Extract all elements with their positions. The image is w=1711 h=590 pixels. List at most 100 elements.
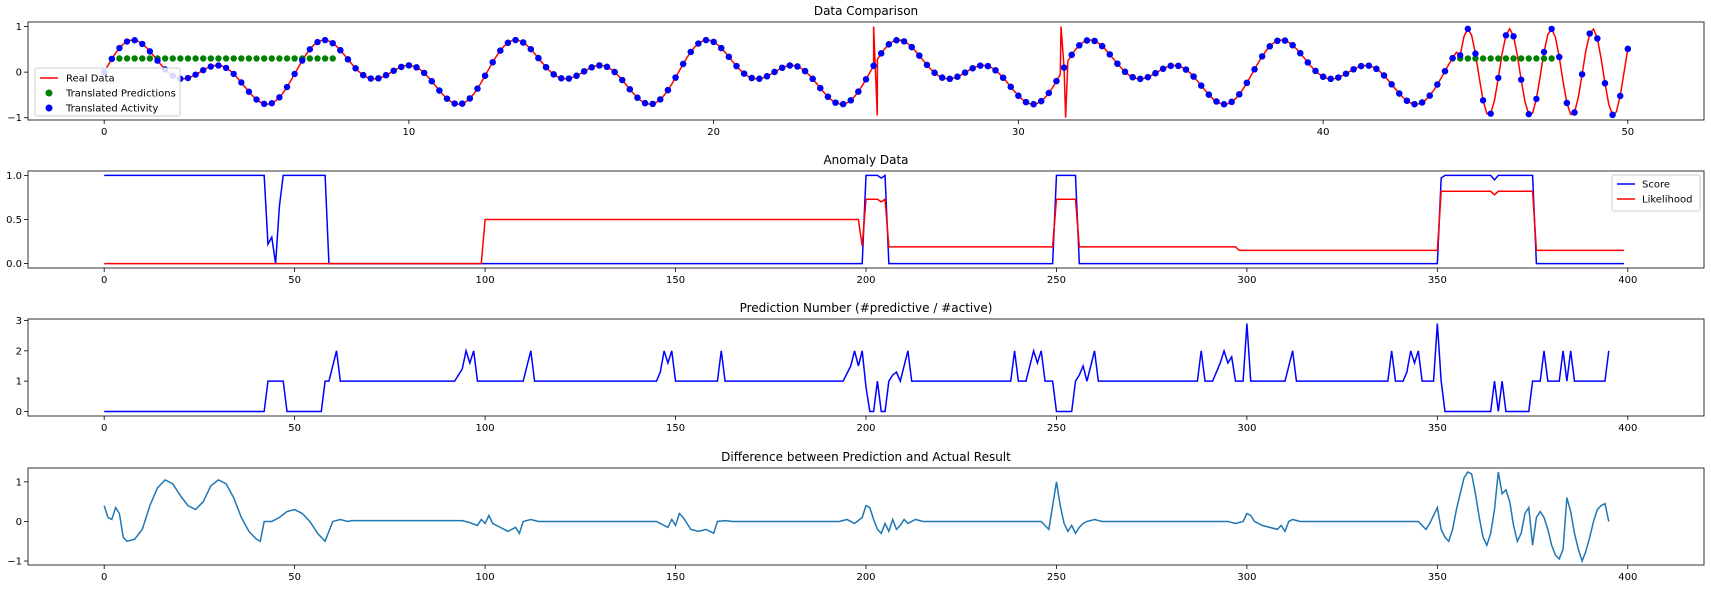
activity-point bbox=[1304, 59, 1312, 66]
activity-point bbox=[733, 62, 740, 70]
activity-point bbox=[1517, 76, 1525, 83]
activity-point bbox=[1335, 74, 1342, 81]
prediction-point bbox=[245, 55, 253, 62]
activity-point bbox=[1594, 35, 1601, 42]
activity-point bbox=[527, 45, 534, 53]
x-tick-label: 30 bbox=[1012, 127, 1025, 138]
activity-point bbox=[1060, 64, 1068, 71]
activity-point bbox=[337, 47, 344, 54]
activity-point bbox=[321, 36, 329, 44]
x-tick-label: 100 bbox=[476, 275, 495, 286]
legend-label: Likelihood bbox=[1642, 195, 1692, 206]
activity-point bbox=[923, 61, 931, 69]
activity-point bbox=[1038, 97, 1045, 105]
series-line-1 bbox=[104, 323, 1610, 413]
activity-point bbox=[1441, 67, 1449, 75]
activity-point bbox=[116, 44, 123, 52]
activity-point bbox=[1312, 67, 1319, 75]
activity-point bbox=[870, 62, 877, 69]
activity-point bbox=[977, 62, 984, 69]
activity-point bbox=[192, 71, 199, 78]
x-tick-label: 0 bbox=[101, 275, 107, 286]
activity-point bbox=[154, 57, 161, 64]
activity-point bbox=[245, 88, 253, 95]
activity-point bbox=[1228, 98, 1235, 106]
activity-point bbox=[558, 75, 565, 82]
activity-point bbox=[710, 38, 717, 46]
activity-point bbox=[1411, 100, 1418, 108]
activity-point bbox=[1510, 33, 1517, 40]
activity-point bbox=[268, 100, 275, 107]
x-tick-label: 300 bbox=[1237, 275, 1256, 286]
activity-point bbox=[443, 95, 451, 102]
x-tick-label: 100 bbox=[476, 423, 495, 434]
prediction-point bbox=[276, 55, 283, 62]
activity-point bbox=[893, 37, 900, 44]
activity-point bbox=[466, 95, 474, 102]
activity-point bbox=[1198, 82, 1205, 89]
activity-point bbox=[908, 43, 915, 51]
activity-point bbox=[1106, 51, 1113, 58]
prediction-point bbox=[306, 55, 314, 62]
activity-point bbox=[900, 38, 908, 45]
activity-point bbox=[969, 65, 976, 72]
prediction-point bbox=[1510, 55, 1517, 62]
x-tick-label: 0 bbox=[101, 127, 107, 138]
prediction-point bbox=[139, 55, 146, 62]
activity-point bbox=[626, 86, 634, 93]
activity-point bbox=[1449, 54, 1456, 62]
activity-point bbox=[512, 36, 519, 44]
activity-point bbox=[1396, 90, 1403, 97]
prediction-point bbox=[207, 55, 215, 62]
activity-point bbox=[1152, 69, 1159, 77]
y-tick-label: 3 bbox=[16, 316, 22, 327]
activity-point bbox=[565, 75, 573, 82]
x-tick-label: 350 bbox=[1428, 572, 1447, 583]
x-tick-label: 250 bbox=[1047, 572, 1066, 583]
activity-point bbox=[1220, 101, 1228, 108]
x-tick-label: 50 bbox=[1621, 127, 1634, 138]
activity-point bbox=[664, 86, 672, 94]
activity-point bbox=[954, 73, 961, 80]
activity-point bbox=[1129, 73, 1136, 81]
activity-point bbox=[1533, 95, 1540, 103]
x-tick-label: 200 bbox=[856, 275, 875, 286]
activity-point bbox=[1624, 45, 1632, 53]
activity-point bbox=[748, 74, 755, 82]
activity-point bbox=[832, 99, 839, 106]
activity-point bbox=[1167, 62, 1174, 70]
activity-point bbox=[580, 68, 588, 75]
activity-point bbox=[1487, 110, 1494, 117]
activity-point bbox=[139, 40, 146, 48]
axes-frame bbox=[27, 170, 1705, 269]
x-tick-label: 150 bbox=[666, 423, 685, 434]
x-tick-label: 0 bbox=[101, 572, 107, 583]
legend: Score Likelihood bbox=[1611, 174, 1701, 212]
prediction-point bbox=[1487, 55, 1494, 62]
x-tick-label: 200 bbox=[856, 572, 875, 583]
activity-point bbox=[375, 75, 382, 82]
activity-point bbox=[1281, 37, 1289, 44]
activity-point bbox=[344, 56, 352, 63]
x-tick-label: 150 bbox=[666, 275, 685, 286]
legend-label: Translated Predictions bbox=[65, 89, 176, 100]
y-tick-label: 0.5 bbox=[6, 215, 22, 226]
activity-point bbox=[1540, 48, 1548, 56]
activity-point bbox=[1030, 101, 1037, 108]
activity-point bbox=[360, 71, 367, 79]
activity-point bbox=[200, 66, 207, 74]
activity-point bbox=[725, 53, 733, 61]
activity-point bbox=[1502, 32, 1510, 39]
x-tick-label: 50 bbox=[288, 275, 301, 286]
activity-point bbox=[649, 100, 656, 108]
subplot-3: Prediction Number (#predictive / #active… bbox=[16, 301, 1705, 434]
activity-point bbox=[1091, 37, 1098, 45]
x-tick-label: 50 bbox=[288, 572, 301, 583]
activity-point bbox=[786, 62, 794, 69]
activity-point bbox=[1426, 92, 1433, 99]
prediction-point bbox=[123, 55, 131, 62]
activity-point bbox=[763, 73, 771, 80]
activity-point bbox=[1076, 42, 1083, 49]
activity-point bbox=[542, 63, 550, 71]
y-tick-label: 0 bbox=[16, 517, 22, 528]
